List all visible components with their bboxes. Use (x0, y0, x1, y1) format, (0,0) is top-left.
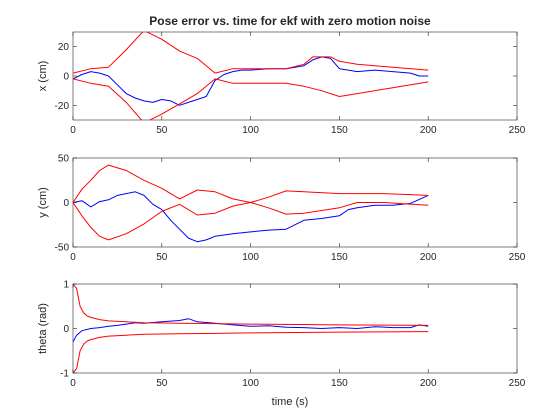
x-tick-label: 250 (509, 125, 526, 136)
x-axis-label: time (s) (272, 396, 309, 408)
series-group (73, 284, 429, 373)
error-line (73, 191, 429, 243)
y-tick-label: -50 (55, 243, 70, 254)
x-tick-label: 200 (420, 252, 437, 263)
x-tick-label: 50 (156, 125, 168, 136)
x-tick-label: 250 (509, 378, 526, 389)
y-tick-label: 20 (58, 42, 70, 53)
series-group (73, 32, 429, 120)
x-tick-label: 100 (242, 125, 259, 136)
figure-title: Pose error vs. time for ekf with zero mo… (149, 14, 431, 28)
x-tick-label: 100 (242, 252, 259, 263)
y-tick-label: -1 (60, 369, 69, 380)
x-tick-label: 100 (242, 378, 259, 389)
x-tick-label: 150 (331, 378, 348, 389)
error-line (73, 56, 429, 106)
y-axis-label: theta (rad) (37, 303, 49, 354)
upper-bound-line (73, 164, 429, 203)
x-tick-label: 50 (156, 252, 168, 263)
lower-bound-line (73, 78, 429, 120)
plot-area (72, 31, 518, 121)
lower-bound-line (73, 331, 429, 373)
panel-1: 0 50 100 150 200 250 -20 0 20 x (cm) (37, 31, 526, 136)
lower-bound-line (73, 202, 429, 241)
y-axis-label: x (cm) (37, 61, 49, 92)
x-tick-label: 0 (70, 252, 76, 263)
y-tick-label: 0 (63, 72, 69, 83)
y-tick-label: 50 (58, 154, 70, 165)
y-tick-label: -20 (55, 101, 70, 112)
y-tick-label: 0 (63, 324, 69, 335)
x-tick-label: 50 (156, 378, 168, 389)
x-tick-label: 150 (331, 252, 348, 263)
x-tick-label: 150 (331, 125, 348, 136)
x-tick-label: 200 (420, 125, 437, 136)
x-tick-label: 0 (70, 378, 76, 389)
plot-area (72, 157, 518, 248)
series-group (73, 164, 429, 243)
error-line (73, 318, 429, 343)
x-tick-label: 0 (70, 125, 76, 136)
y-axis-label: y (cm) (37, 187, 49, 218)
x-tick-label: 200 (420, 378, 437, 389)
x-tick-label: 250 (509, 252, 526, 263)
upper-bound-line (73, 32, 429, 74)
y-tick-label: 1 (63, 280, 69, 291)
y-tick-label: 0 (63, 198, 69, 209)
plot-area (72, 283, 518, 374)
upper-bound-line (73, 284, 429, 326)
